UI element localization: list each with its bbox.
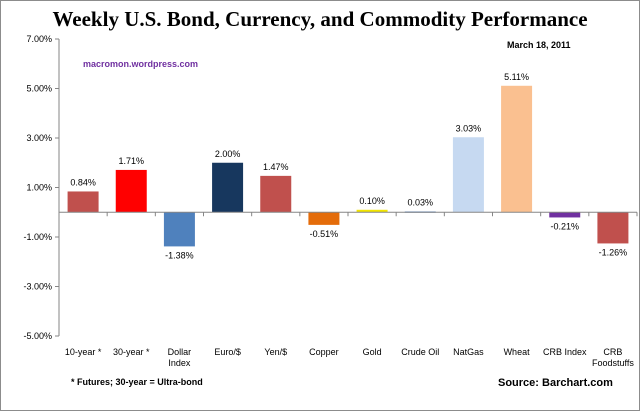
y-tick-label: -1.00% <box>23 232 52 242</box>
bar <box>501 85 533 213</box>
y-tick-label: 3.00% <box>26 133 52 143</box>
x-tick-label: 30-year * <box>113 347 150 357</box>
x-tick-label: Gold <box>363 347 382 357</box>
data-label: 0.10% <box>359 196 385 206</box>
data-label: 2.00% <box>215 149 241 159</box>
bar <box>212 162 244 213</box>
y-tick-label: -3.00% <box>23 282 52 292</box>
data-label: 1.71% <box>118 156 144 166</box>
y-tick-label: -5.00% <box>23 331 52 341</box>
x-tick-label: Copper <box>309 347 339 357</box>
data-label: -0.51% <box>310 229 339 239</box>
y-tick-label: 1.00% <box>26 183 52 193</box>
x-tick-label: Euro/$ <box>214 347 241 357</box>
bar <box>260 175 292 213</box>
bar <box>67 191 99 213</box>
source-credit: Source: Barchart.com <box>498 377 613 389</box>
data-label: 0.03% <box>407 198 433 208</box>
bar <box>452 137 484 213</box>
data-label: 0.84% <box>70 177 96 187</box>
x-tick-label: NatGas <box>453 347 484 357</box>
watermark-site: macromon.wordpress.com <box>83 59 199 69</box>
data-label: -1.26% <box>599 247 628 257</box>
bar <box>356 209 388 213</box>
x-tick-label: Crude Oil <box>401 347 439 357</box>
chart-title: Weekly U.S. Bond, Currency, and Commodit… <box>52 7 588 31</box>
bar <box>597 212 629 244</box>
data-label: 5.11% <box>504 72 529 82</box>
data-label: 1.47% <box>263 162 289 172</box>
chart-date: March 18, 2011 <box>507 40 571 50</box>
y-tick-label: 7.00% <box>26 34 52 44</box>
x-tick-label: CRB Index <box>543 347 587 357</box>
x-tick-label: Yen/$ <box>264 347 287 357</box>
bar <box>163 212 195 247</box>
data-label: -0.21% <box>550 221 579 231</box>
bar <box>308 212 340 225</box>
bar <box>115 169 147 213</box>
x-tick-label: 10-year * <box>65 347 102 357</box>
data-label: -1.38% <box>165 250 194 260</box>
x-tick-label: Index <box>168 358 191 368</box>
data-label: 3.03% <box>456 123 482 133</box>
y-tick-label: 5.00% <box>26 84 52 94</box>
x-tick-label: Wheat <box>504 347 531 357</box>
x-tick-label: Dollar <box>168 347 192 357</box>
x-tick-label: CRB <box>603 347 622 357</box>
x-tick-label: Foodstuffs <box>592 358 634 368</box>
footnote: * Futures; 30-year = Ultra-bond <box>71 377 203 387</box>
bar <box>549 212 581 218</box>
